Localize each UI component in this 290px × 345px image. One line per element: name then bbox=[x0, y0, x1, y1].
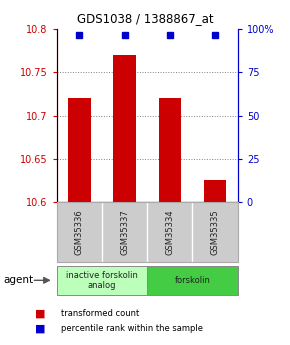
Text: ■: ■ bbox=[35, 324, 45, 333]
Text: inactive forskolin
analog: inactive forskolin analog bbox=[66, 270, 138, 290]
Text: percentile rank within the sample: percentile rank within the sample bbox=[61, 324, 203, 333]
Bar bbox=[147, 266, 238, 295]
Text: GSM35337: GSM35337 bbox=[120, 209, 129, 255]
Text: GSM35335: GSM35335 bbox=[211, 209, 220, 255]
Text: GSM35336: GSM35336 bbox=[75, 209, 84, 255]
Bar bbox=[159, 98, 181, 202]
Bar bbox=[204, 180, 226, 202]
Text: agent: agent bbox=[3, 275, 33, 285]
Bar bbox=[68, 98, 90, 202]
Bar bbox=[57, 266, 147, 295]
Text: transformed count: transformed count bbox=[61, 309, 139, 318]
Text: GDS1038 / 1388867_at: GDS1038 / 1388867_at bbox=[77, 12, 213, 25]
Text: ■: ■ bbox=[35, 309, 45, 319]
Text: forskolin: forskolin bbox=[175, 276, 211, 285]
Bar bbox=[113, 55, 136, 202]
Text: GSM35334: GSM35334 bbox=[165, 209, 174, 255]
